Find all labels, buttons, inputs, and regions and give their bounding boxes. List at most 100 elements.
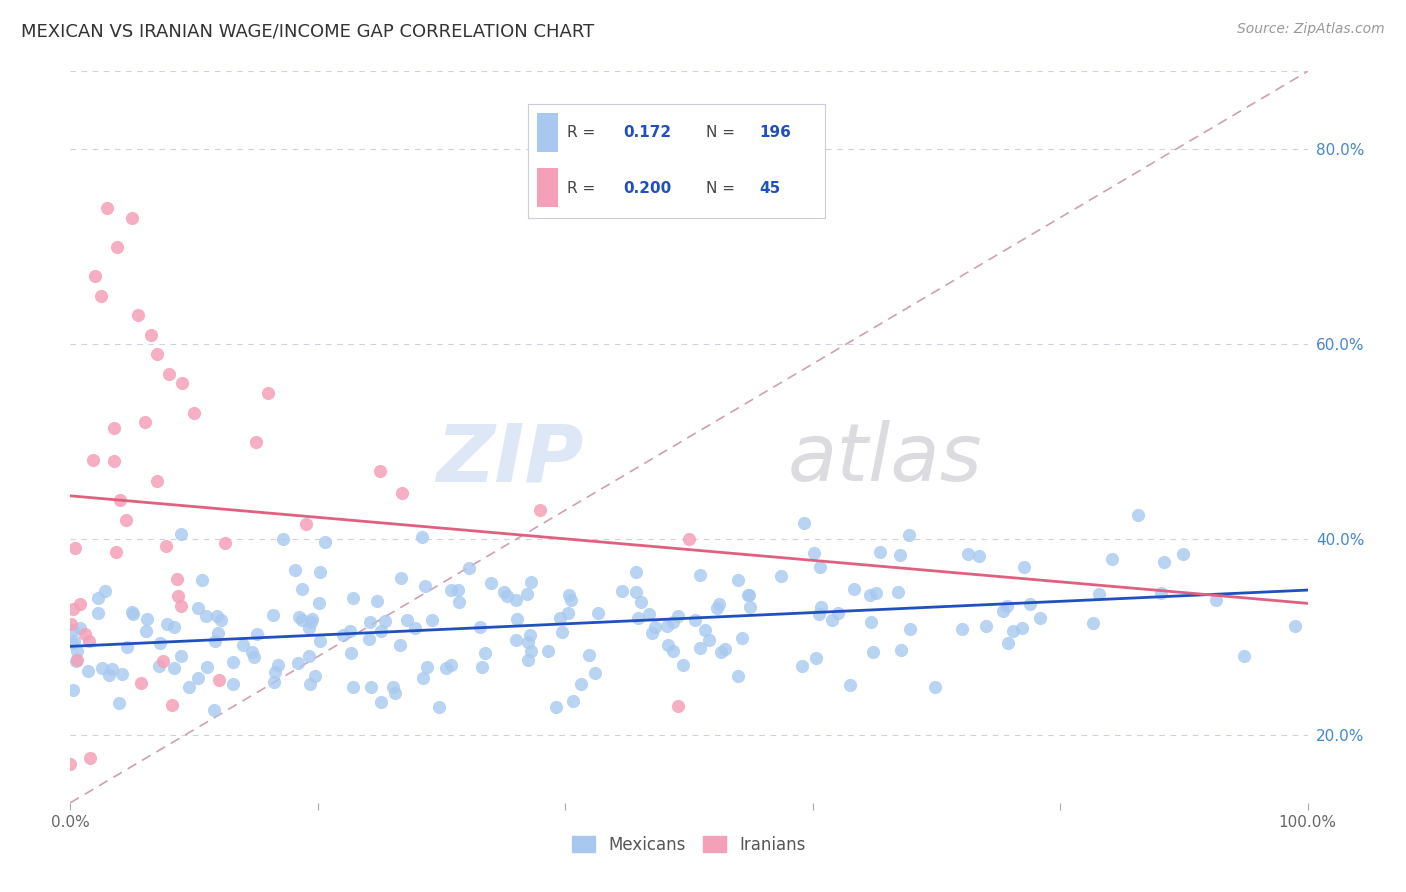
Point <box>492 584 515 599</box>
Point <box>1081 615 1104 630</box>
Point <box>157 367 180 381</box>
Point <box>69 597 91 611</box>
Point <box>1128 508 1150 523</box>
Point <box>148 636 170 650</box>
Point <box>60 635 83 649</box>
Point <box>359 615 381 629</box>
Point <box>146 475 169 489</box>
Point <box>626 565 648 579</box>
Point <box>683 613 706 627</box>
Point <box>360 680 382 694</box>
Point <box>869 545 891 559</box>
Point <box>808 560 831 574</box>
Point <box>790 659 813 673</box>
Point <box>404 621 426 635</box>
Point <box>612 583 634 598</box>
Point <box>59 757 82 772</box>
Point <box>245 434 267 449</box>
Text: atlas: atlas <box>787 420 983 498</box>
Point <box>179 680 201 694</box>
Point <box>644 620 666 634</box>
Point <box>87 606 110 620</box>
Point <box>529 503 551 517</box>
Point <box>115 640 138 654</box>
Point <box>969 549 991 563</box>
Point <box>827 607 849 621</box>
Point <box>569 676 592 690</box>
Point <box>155 616 177 631</box>
Point <box>104 545 127 559</box>
Point <box>997 636 1019 650</box>
Point <box>706 600 728 615</box>
Point <box>368 464 391 478</box>
Point <box>630 595 652 609</box>
Point <box>208 673 231 687</box>
Point <box>505 592 527 607</box>
Point <box>160 698 183 712</box>
Point <box>73 627 96 641</box>
Point <box>641 626 664 640</box>
Text: MEXICAN VS IRANIAN WAGE/INCOME GAP CORRELATION CHART: MEXICAN VS IRANIAN WAGE/INCOME GAP CORRE… <box>21 22 595 40</box>
Point <box>697 633 720 648</box>
Point <box>519 628 541 642</box>
Point <box>1233 649 1256 664</box>
Point <box>370 624 392 639</box>
Point <box>115 513 138 527</box>
Text: Source: ZipAtlas.com: Source: ZipAtlas.com <box>1237 22 1385 37</box>
Point <box>727 669 749 683</box>
Point <box>82 453 104 467</box>
Point <box>187 601 209 615</box>
Point <box>666 608 689 623</box>
Point <box>374 615 396 629</box>
Point <box>183 406 205 420</box>
Point <box>108 697 131 711</box>
Point <box>170 376 193 391</box>
Point <box>520 643 543 657</box>
Point <box>769 569 792 583</box>
Point <box>103 421 125 435</box>
Point <box>146 347 169 361</box>
Point <box>808 607 831 621</box>
Point <box>803 546 825 560</box>
Point <box>558 588 581 602</box>
Point <box>121 211 143 225</box>
Point <box>557 606 579 620</box>
Point <box>662 615 685 629</box>
Point <box>474 646 496 660</box>
Point <box>191 573 214 587</box>
Point <box>271 532 294 546</box>
Point <box>672 658 695 673</box>
Point <box>202 703 225 717</box>
Point <box>924 680 946 694</box>
Point <box>710 645 733 659</box>
Point <box>389 571 412 585</box>
Point <box>737 589 759 603</box>
Point <box>257 386 280 401</box>
Point <box>678 533 700 547</box>
Point <box>468 620 491 634</box>
Point <box>586 606 609 620</box>
Point <box>135 624 157 638</box>
Point <box>222 677 245 691</box>
Point <box>111 667 134 681</box>
Point <box>384 686 406 700</box>
Point <box>505 633 527 648</box>
Point <box>263 665 285 680</box>
Point <box>232 638 254 652</box>
Point <box>79 750 101 764</box>
Text: ZIP: ZIP <box>436 420 583 498</box>
Point <box>169 527 191 541</box>
Point <box>298 648 321 663</box>
Point <box>440 658 463 673</box>
Point <box>551 625 574 640</box>
Point <box>339 624 361 638</box>
Point <box>956 547 979 561</box>
Point <box>170 599 193 613</box>
Point <box>314 535 336 549</box>
Point <box>204 634 226 648</box>
Point <box>416 660 439 674</box>
Point <box>332 628 354 642</box>
Point <box>214 536 236 550</box>
Point <box>520 574 543 589</box>
Point <box>340 646 363 660</box>
